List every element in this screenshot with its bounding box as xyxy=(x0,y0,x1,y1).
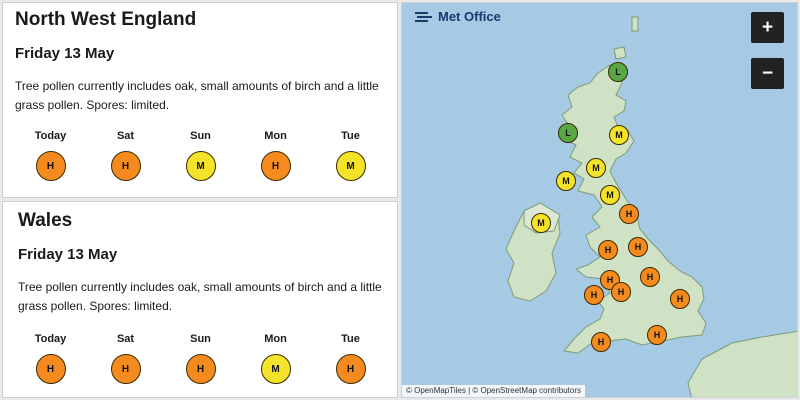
pollen-level-badge: H xyxy=(110,354,141,384)
map-pollen-marker[interactable]: H xyxy=(598,240,618,260)
map-pollen-marker[interactable]: L xyxy=(608,62,628,82)
map-pollen-marker[interactable]: H xyxy=(640,267,660,287)
map-attribution[interactable]: © OpenMapTiles | © OpenStreetMap contrib… xyxy=(402,385,585,397)
shetland-islands xyxy=(631,16,639,32)
forecast-day: Sun M xyxy=(163,129,238,181)
map-pollen-marker[interactable]: M xyxy=(609,125,629,145)
pollen-level-badge: M xyxy=(335,151,366,181)
france-coast xyxy=(687,330,797,397)
forecast-day: Tue H xyxy=(313,332,388,384)
forecast-date: Friday 13 May xyxy=(18,246,118,263)
met-office-logo: Met Office xyxy=(414,9,501,24)
zoom-out-button[interactable]: − xyxy=(751,58,784,89)
day-name: Tue xyxy=(341,130,360,142)
map-pollen-marker[interactable]: M xyxy=(586,158,606,178)
region-card-north-west-england: North West England Friday 13 May Tree po… xyxy=(2,2,398,198)
forecast-date: Friday 13 May xyxy=(15,45,115,62)
zoom-in-button[interactable]: + xyxy=(751,12,784,43)
pollen-map[interactable]: Met Office + − L L M M M M M H H H H H H… xyxy=(401,2,798,398)
orkney-islands xyxy=(613,46,627,60)
forecast-day: Mon H xyxy=(238,129,313,181)
pollen-level-badge: H xyxy=(35,354,66,384)
day-name: Tue xyxy=(341,333,360,345)
map-pollen-marker[interactable]: H xyxy=(584,285,604,305)
day-name: Mon xyxy=(264,130,287,142)
pollen-level-badge: M xyxy=(185,151,216,181)
pollen-level-badge: H xyxy=(185,354,216,384)
region-card-wales: Wales Friday 13 May Tree pollen currentl… xyxy=(2,201,398,398)
pollen-level-badge: M xyxy=(260,354,291,384)
pollen-level-badge: H xyxy=(110,151,141,181)
forecast-day: Today H xyxy=(13,129,88,181)
map-pollen-marker[interactable]: H xyxy=(628,237,648,257)
pollen-level-badge: H xyxy=(35,151,66,181)
region-title: Wales xyxy=(18,210,73,231)
day-name: Today xyxy=(34,333,67,345)
met-office-logo-icon xyxy=(415,11,432,22)
pollen-description: Tree pollen currently includes oak, smal… xyxy=(15,79,379,112)
forecast-day: Sat H xyxy=(88,332,163,384)
day-name: Sat xyxy=(116,130,135,142)
map-pollen-marker[interactable]: H xyxy=(611,282,631,302)
forecast-day: Today H xyxy=(13,332,88,384)
pollen-level-badge: H xyxy=(260,151,291,181)
map-pollen-marker[interactable]: H xyxy=(619,204,639,224)
day-name: Sat xyxy=(116,333,135,345)
logo-text: Met Office xyxy=(438,9,501,24)
forecast-day: Sun H xyxy=(163,332,238,384)
pollen-level-badge: H xyxy=(335,354,366,384)
forecast-day: Tue M xyxy=(313,129,388,181)
day-name: Mon xyxy=(264,333,287,345)
map-pollen-marker[interactable]: M xyxy=(556,171,576,191)
day-name: Sun xyxy=(190,130,211,142)
map-pollen-marker[interactable]: M xyxy=(600,185,620,205)
day-name: Today xyxy=(34,130,67,142)
forecast-day: Mon M xyxy=(238,332,313,384)
region-title: North West England xyxy=(15,9,197,30)
forecast-row: Today H Sat H Sun M Mon H Tue M xyxy=(13,129,391,181)
forecast-row: Today H Sat H Sun H Mon M Tue H xyxy=(13,332,391,384)
map-pollen-marker[interactable]: L xyxy=(558,123,578,143)
day-name: Sun xyxy=(190,333,211,345)
great-britain-landmass xyxy=(561,64,707,354)
map-pollen-marker[interactable]: H xyxy=(670,289,690,309)
map-pollen-marker[interactable]: H xyxy=(647,325,667,345)
map-pollen-marker[interactable]: H xyxy=(591,332,611,352)
pollen-description: Tree pollen currently includes oak, smal… xyxy=(18,280,382,313)
map-pollen-marker[interactable]: M xyxy=(531,213,551,233)
forecast-day: Sat H xyxy=(88,129,163,181)
